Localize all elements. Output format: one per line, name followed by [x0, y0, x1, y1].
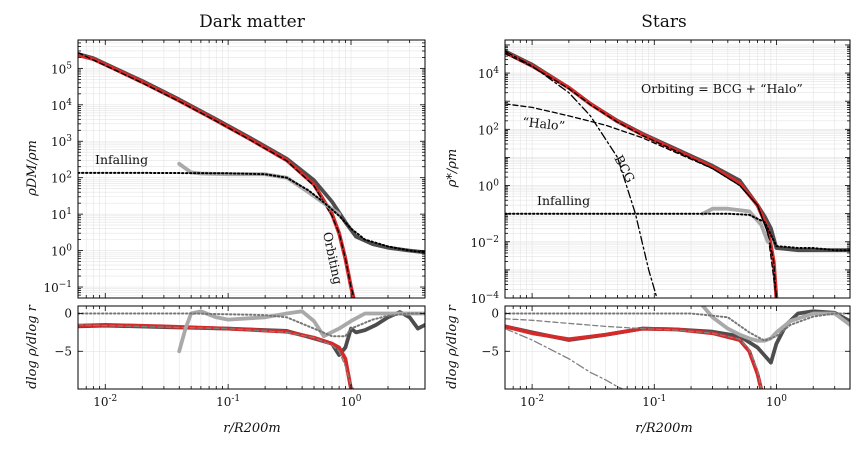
- series-line-5: [701, 206, 770, 244]
- series-line-3: [505, 50, 658, 298]
- series-line-2: [78, 51, 355, 298]
- grid: [504, 40, 851, 299]
- y-tick-label: −5: [481, 344, 499, 358]
- x-tick-label: 100: [341, 394, 362, 409]
- y-tick-label: 10−4: [470, 291, 499, 306]
- annotation-infalling-stars: Infalling: [537, 193, 590, 208]
- x-tick-label: 10-2: [93, 394, 117, 409]
- series-line-1: [505, 324, 764, 389]
- ylabel-stars: ρ*/ρm: [445, 149, 460, 189]
- annotation-orbiting-sum: Orbiting = BCG + “Halo”: [641, 81, 803, 96]
- y-tick-label: 102: [51, 171, 72, 186]
- y-tick-label: 100: [478, 179, 499, 194]
- series-line-1: [78, 322, 353, 389]
- y-tick-label: 10−2: [470, 235, 499, 250]
- annotation-infalling-dm: Infalling: [95, 152, 148, 167]
- y-tick-label: 10−1: [43, 280, 72, 295]
- series-line-2: [505, 318, 762, 389]
- series-line-6: [505, 212, 850, 252]
- y-tick-label: 101: [51, 207, 72, 222]
- annotation-halo: “Halo”: [522, 114, 566, 133]
- axes-frame: [77, 39, 426, 299]
- series-line-5: [505, 312, 850, 342]
- series-line-3: [505, 327, 624, 389]
- xlabel-left: r/R200m: [223, 421, 281, 436]
- series-line-4: [701, 306, 850, 343]
- series-line-2: [505, 52, 778, 298]
- series-line-4: [505, 103, 778, 298]
- xlabel-right: r/R200m: [635, 421, 693, 436]
- ylabel-slope-dm: dlog ρ/dlog r: [25, 304, 40, 389]
- y-tick-label: 0: [491, 307, 499, 321]
- x-tick-label: 100: [766, 394, 787, 409]
- panel-dark-matter-slope: 10-2 10-1 100 0 −5: [54, 305, 426, 409]
- series-line-4: [78, 171, 425, 254]
- y-tick-label: 102: [478, 122, 499, 137]
- axes-frame: [504, 305, 851, 390]
- y-tick-label: 104: [51, 98, 72, 113]
- y-tick-label: 104: [478, 66, 499, 81]
- y-tick-label: 103: [51, 134, 72, 149]
- panel-stars-density: 10−4 10−2 100 102 104: [470, 39, 851, 306]
- title-stars: Stars: [641, 12, 686, 32]
- ylabel-slope-stars: dlog ρ/dlog r: [445, 304, 460, 389]
- y-tick-label: 100: [51, 244, 72, 259]
- grid: [77, 39, 426, 299]
- title-dark-matter: Dark matter: [199, 12, 306, 32]
- y-tick-label: 105: [51, 61, 72, 76]
- series-line-3: [177, 309, 425, 354]
- axes-frame: [77, 305, 426, 390]
- y-tick-label: −5: [54, 344, 72, 358]
- ylabel-dm: ρDM/ρm: [25, 140, 40, 197]
- panel-dark-matter-density: 10−1 100 101 102 103 104 105: [43, 39, 426, 299]
- series-line-4: [78, 312, 425, 338]
- series-line-2: [78, 324, 355, 389]
- y-tick-label: 0: [64, 307, 72, 321]
- x-tick-label: 10-1: [216, 394, 240, 409]
- x-tick-label: 10-2: [520, 394, 544, 409]
- panel-stars-slope: 10-2 10-1 100 0 −5: [481, 305, 851, 409]
- x-tick-label: 10-1: [642, 394, 666, 409]
